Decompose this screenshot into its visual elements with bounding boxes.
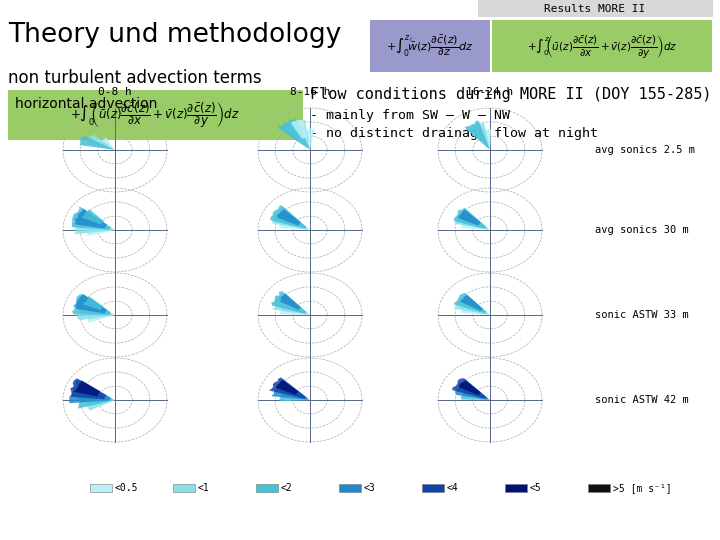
Text: - mainly from SW – W – NW: - mainly from SW – W – NW: [310, 110, 510, 123]
Polygon shape: [85, 217, 115, 237]
Polygon shape: [280, 294, 301, 310]
Polygon shape: [74, 208, 107, 228]
Polygon shape: [86, 303, 115, 323]
Polygon shape: [272, 207, 308, 229]
Text: <2: <2: [281, 483, 293, 493]
Text: 16-24 h: 16-24 h: [467, 87, 513, 97]
FancyBboxPatch shape: [90, 484, 112, 492]
Polygon shape: [86, 389, 115, 410]
Polygon shape: [73, 380, 100, 396]
Polygon shape: [279, 384, 310, 401]
Polygon shape: [452, 378, 487, 399]
Text: <3: <3: [364, 483, 376, 493]
Polygon shape: [271, 380, 308, 400]
FancyBboxPatch shape: [339, 484, 361, 492]
Polygon shape: [475, 129, 491, 150]
Text: <4: <4: [447, 483, 459, 493]
Text: 0-8 h: 0-8 h: [98, 87, 132, 97]
FancyBboxPatch shape: [492, 20, 712, 72]
Polygon shape: [69, 379, 111, 403]
Polygon shape: [72, 206, 111, 230]
Text: avg sonics 30 m: avg sonics 30 m: [595, 225, 689, 235]
Polygon shape: [78, 384, 113, 409]
Polygon shape: [291, 119, 307, 139]
Text: - no distinct drainage flow at night: - no distinct drainage flow at night: [310, 126, 598, 139]
Polygon shape: [454, 208, 488, 230]
Polygon shape: [469, 123, 490, 150]
FancyBboxPatch shape: [370, 20, 490, 72]
Polygon shape: [455, 379, 488, 400]
Polygon shape: [454, 208, 487, 229]
Polygon shape: [297, 129, 315, 150]
Polygon shape: [272, 293, 308, 315]
Text: sonic ASTW 33 m: sonic ASTW 33 m: [595, 310, 689, 320]
FancyBboxPatch shape: [173, 484, 195, 492]
FancyBboxPatch shape: [256, 484, 278, 492]
Polygon shape: [279, 212, 310, 230]
Polygon shape: [454, 293, 487, 314]
Text: 8-16 h: 8-16 h: [289, 87, 330, 97]
Polygon shape: [76, 294, 107, 313]
Polygon shape: [276, 380, 298, 395]
Polygon shape: [72, 294, 111, 315]
FancyBboxPatch shape: [478, 0, 713, 17]
Polygon shape: [278, 118, 309, 148]
Text: $+\int_0^{z_i}\!\!\!\left(\bar{u}(z)\dfrac{\partial\bar{c}(z)}{\partial x}+\bar{: $+\int_0^{z_i}\!\!\!\left(\bar{u}(z)\dfr…: [527, 32, 678, 59]
Text: <5: <5: [530, 483, 541, 493]
Polygon shape: [269, 377, 306, 399]
Text: >5 [m s⁻¹]: >5 [m s⁻¹]: [613, 483, 672, 493]
Text: $+\int_0^{z_i}\!\!\!\left(\bar{u}(z)\dfrac{\partial\bar{c}(z)}{\partial x}+\bar{: $+\int_0^{z_i}\!\!\!\left(\bar{u}(z)\dfr…: [70, 100, 240, 130]
Polygon shape: [460, 213, 490, 230]
Text: <0.5: <0.5: [115, 483, 138, 493]
Polygon shape: [270, 205, 307, 229]
Polygon shape: [459, 381, 481, 395]
FancyBboxPatch shape: [8, 90, 303, 140]
Text: sonic ASTW 42 m: sonic ASTW 42 m: [595, 395, 689, 405]
FancyBboxPatch shape: [505, 484, 527, 492]
Polygon shape: [461, 295, 483, 311]
Text: $+\int_0^{z_i}\!\!\bar{w}(z)\dfrac{\partial\bar{c}(z)}{\partial z}dz$: $+\int_0^{z_i}\!\!\bar{w}(z)\dfrac{\part…: [386, 33, 474, 59]
Polygon shape: [83, 296, 104, 310]
Polygon shape: [79, 135, 113, 150]
Text: horizontal advection: horizontal advection: [15, 97, 158, 111]
Polygon shape: [458, 210, 481, 226]
FancyBboxPatch shape: [422, 484, 444, 492]
Polygon shape: [271, 291, 307, 314]
FancyBboxPatch shape: [588, 484, 610, 492]
Polygon shape: [87, 134, 115, 150]
Text: <1: <1: [198, 483, 210, 493]
Polygon shape: [99, 137, 115, 150]
Polygon shape: [77, 298, 113, 320]
Text: Results MORE II: Results MORE II: [544, 4, 646, 14]
Polygon shape: [279, 298, 310, 315]
Polygon shape: [277, 209, 301, 226]
Polygon shape: [75, 211, 113, 234]
Text: Theory und methodology: Theory und methodology: [8, 22, 341, 48]
Text: Flow conditions during MORE II (DOY 155-285): Flow conditions during MORE II (DOY 155-…: [310, 86, 711, 102]
Polygon shape: [71, 379, 107, 399]
Text: non turbulent advection terms: non turbulent advection terms: [8, 69, 261, 87]
Text: avg sonics 2.5 m: avg sonics 2.5 m: [595, 145, 695, 155]
Polygon shape: [454, 295, 488, 314]
Polygon shape: [461, 384, 490, 400]
Polygon shape: [81, 209, 104, 225]
Polygon shape: [287, 119, 310, 150]
Polygon shape: [464, 120, 489, 148]
Polygon shape: [461, 298, 490, 315]
